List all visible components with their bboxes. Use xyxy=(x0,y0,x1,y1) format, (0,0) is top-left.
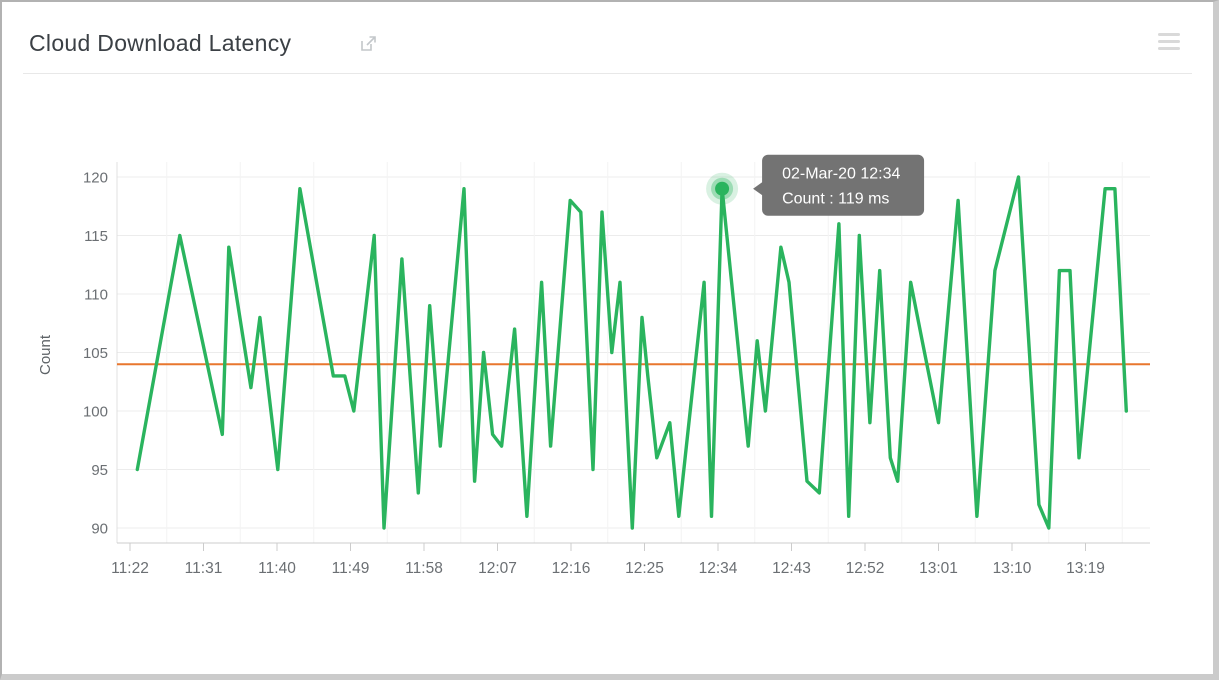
header-divider xyxy=(23,73,1192,74)
x-tick-label: 13:19 xyxy=(1066,560,1105,577)
axis-tick-labels: 90 95 100 105 110 115 120 11:22 11:31 11:40 11:49 1… xyxy=(83,170,1105,578)
y-tick-label: 115 xyxy=(84,228,108,245)
x-tick-label: 11:49 xyxy=(332,560,370,577)
chart-header: Cloud Download Latency xyxy=(2,2,1213,73)
y-tick-label: 105 xyxy=(83,345,108,362)
x-tick-label: 12:34 xyxy=(699,560,738,577)
tooltip-timestamp: 02-Mar-20 12:34 xyxy=(782,166,900,183)
y-axis-title: Count xyxy=(37,334,54,375)
tooltip-value: Count : 119 ms xyxy=(782,191,889,208)
tooltip: 02-Mar-20 12:34 Count : 119 ms xyxy=(753,154,925,216)
y-tick-label: 90 xyxy=(91,521,108,538)
latency-chart-area[interactable]: 90 95 100 105 110 115 120 11:22 11:31 11:40 11:49 1… xyxy=(2,74,1213,674)
x-tick-label: 11:58 xyxy=(405,560,443,577)
latency-line-chart[interactable]: 90 95 100 105 110 115 120 11:22 11:31 11:40 11:49 1… xyxy=(2,74,1213,674)
x-tick-label: 12:07 xyxy=(478,560,517,577)
hamburger-bar xyxy=(1158,39,1180,44)
count-series-line[interactable] xyxy=(135,175,1129,530)
hamburger-bar xyxy=(1158,46,1180,51)
hamburger-menu-icon[interactable] xyxy=(1158,33,1180,51)
page-title: Cloud Download Latency xyxy=(29,30,292,56)
y-tick-label: 95 xyxy=(91,462,108,479)
x-tick-label: 11:40 xyxy=(258,560,296,577)
x-tick-label: 11:31 xyxy=(185,560,223,577)
hamburger-bar xyxy=(1158,33,1180,37)
highlighted-point[interactable] xyxy=(706,172,739,205)
external-link-icon[interactable] xyxy=(359,34,378,53)
x-tick-label: 13:10 xyxy=(993,560,1032,577)
point-dot[interactable] xyxy=(715,181,730,196)
y-tick-label: 120 xyxy=(83,170,108,187)
x-tick-label: 13:01 xyxy=(919,560,958,577)
x-tick-label: 12:43 xyxy=(772,560,811,577)
x-tick-label: 12:25 xyxy=(625,560,664,577)
axes xyxy=(116,162,1150,551)
x-tick-label: 11:22 xyxy=(111,560,149,577)
x-tick-label: 12:16 xyxy=(552,560,591,577)
tooltip-box xyxy=(762,154,925,216)
y-tick-label: 110 xyxy=(84,287,108,304)
x-tick-label: 12:52 xyxy=(846,560,885,577)
y-tick-label: 100 xyxy=(83,404,108,421)
